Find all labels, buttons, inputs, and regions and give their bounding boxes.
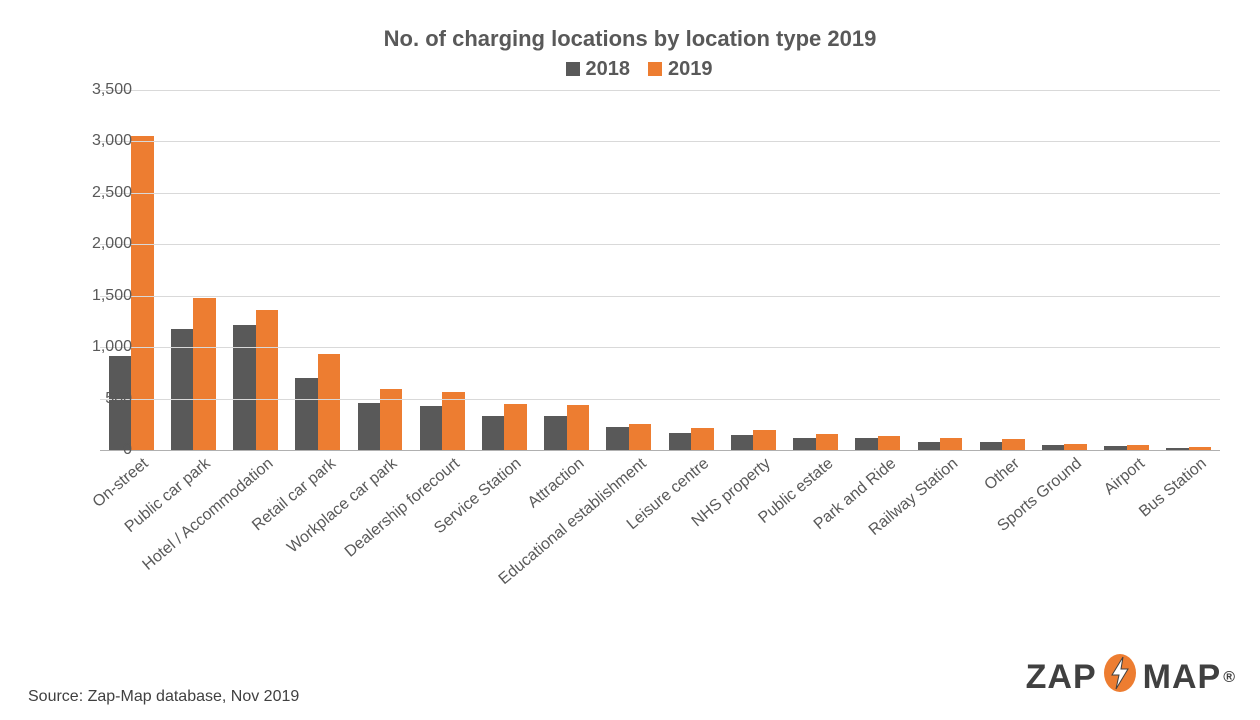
x-tick-label: Other <box>982 455 1024 495</box>
x-tick-label: On-street <box>90 455 153 512</box>
gridline <box>100 244 1220 245</box>
bar <box>691 428 713 450</box>
bar <box>669 433 691 450</box>
chart-legend: 2018 2019 <box>0 58 1260 81</box>
bar <box>295 378 317 450</box>
bar <box>1166 448 1188 450</box>
gridline <box>100 90 1220 91</box>
y-tick-label: 1,000 <box>52 338 132 356</box>
gridline <box>100 347 1220 348</box>
legend-swatch <box>566 62 580 76</box>
x-tick-label: Bus Station <box>1136 455 1210 521</box>
gridline <box>100 141 1220 142</box>
bar <box>193 298 215 450</box>
bar <box>1104 446 1126 450</box>
zapmap-logo: ZAP MAP ® <box>1026 653 1236 702</box>
bar <box>567 405 589 450</box>
x-tick-label: Dealership forecourt <box>342 455 464 561</box>
gridline <box>100 399 1220 400</box>
bar <box>1002 439 1024 450</box>
bar <box>816 434 838 450</box>
legend-label: 2018 <box>586 58 631 80</box>
bolt-icon <box>1103 653 1137 702</box>
bar <box>482 416 504 450</box>
bar <box>753 430 775 450</box>
bar <box>256 310 278 450</box>
bar <box>878 436 900 450</box>
bar <box>1042 445 1064 450</box>
bar <box>1127 445 1149 450</box>
plot-area <box>100 90 1220 451</box>
bar <box>855 438 877 450</box>
y-tick-label: 1,500 <box>52 287 132 305</box>
legend-label: 2019 <box>668 58 713 80</box>
y-tick-label: 3,000 <box>52 132 132 150</box>
bar <box>544 416 566 450</box>
bar <box>358 403 380 450</box>
y-tick-label: 2,500 <box>52 184 132 202</box>
bar <box>504 404 526 450</box>
bar <box>318 354 340 450</box>
bar <box>442 392 464 450</box>
bar <box>629 424 651 450</box>
source-text: Source: Zap-Map database, Nov 2019 <box>28 688 299 706</box>
bar <box>606 427 628 450</box>
y-tick-label: 500 <box>52 390 132 408</box>
bar <box>793 438 815 450</box>
registered-icon: ® <box>1223 669 1236 687</box>
logo-text-left: ZAP <box>1026 658 1097 697</box>
bar <box>233 325 255 450</box>
bar <box>731 435 753 450</box>
x-axis-labels: On-streetPublic car parkHotel / Accommod… <box>100 455 1220 635</box>
bar <box>980 442 1002 450</box>
bar <box>131 136 153 450</box>
gridline <box>100 296 1220 297</box>
logo-text-right: MAP <box>1143 658 1222 697</box>
x-tick-label: Attraction <box>524 455 587 512</box>
bars-container <box>100 90 1220 450</box>
bar <box>1064 444 1086 450</box>
bar <box>918 442 940 450</box>
gridline <box>100 193 1220 194</box>
legend-swatch <box>648 62 662 76</box>
y-tick-label: 2,000 <box>52 235 132 253</box>
bar <box>940 438 962 450</box>
x-tick-label: Workplace car park <box>284 455 401 557</box>
chart-title: No. of charging locations by location ty… <box>0 26 1260 52</box>
bar <box>1189 447 1211 450</box>
y-tick-label: 3,500 <box>52 81 132 99</box>
x-tick-label: Airport <box>1101 455 1149 499</box>
bar <box>420 406 442 450</box>
